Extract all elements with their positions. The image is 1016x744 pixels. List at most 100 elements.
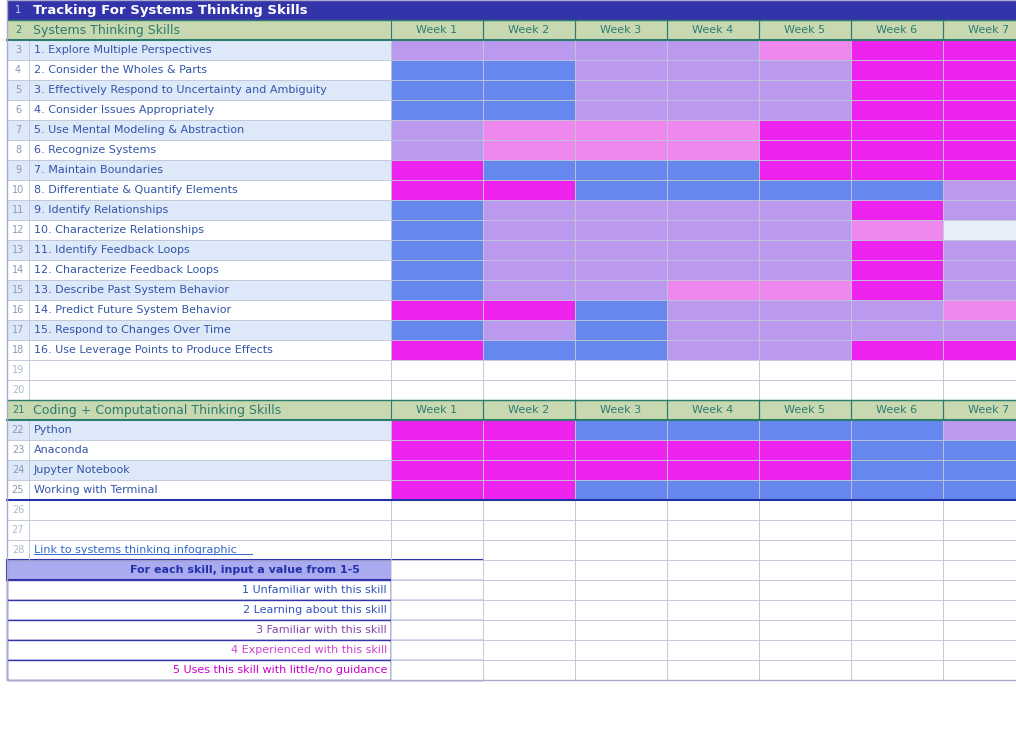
- Bar: [759, 60, 851, 80]
- Bar: [7, 20, 29, 40]
- Bar: [759, 40, 851, 60]
- Text: 17: 17: [12, 325, 24, 335]
- Bar: [575, 340, 666, 360]
- Bar: [943, 340, 1016, 360]
- Bar: [483, 620, 575, 640]
- Bar: [666, 540, 759, 560]
- Bar: [7, 320, 29, 340]
- Bar: [575, 600, 666, 620]
- Bar: [29, 120, 391, 140]
- Bar: [29, 40, 391, 60]
- Text: Tracking For Systems Thinking Skills: Tracking For Systems Thinking Skills: [33, 4, 308, 16]
- Text: 12: 12: [12, 225, 24, 235]
- Bar: [483, 140, 575, 160]
- Bar: [7, 0, 29, 20]
- Bar: [575, 640, 666, 660]
- Bar: [759, 120, 851, 140]
- Bar: [943, 360, 1016, 380]
- Bar: [759, 380, 851, 400]
- Bar: [759, 620, 851, 640]
- Bar: [575, 460, 666, 480]
- Bar: [575, 240, 666, 260]
- Bar: [851, 540, 943, 560]
- Bar: [29, 240, 391, 260]
- Bar: [851, 220, 943, 240]
- Text: 27: 27: [12, 525, 24, 535]
- Bar: [391, 240, 483, 260]
- Bar: [851, 60, 943, 80]
- Bar: [575, 180, 666, 200]
- Text: 2 Learning about this skill: 2 Learning about this skill: [243, 605, 387, 615]
- Bar: [943, 20, 1016, 40]
- Bar: [483, 240, 575, 260]
- Bar: [666, 660, 759, 680]
- Bar: [666, 40, 759, 60]
- Bar: [483, 420, 575, 440]
- Bar: [391, 20, 483, 40]
- Text: 8. Differentiate & Quantify Elements: 8. Differentiate & Quantify Elements: [34, 185, 238, 195]
- Bar: [391, 160, 483, 180]
- Bar: [759, 260, 851, 280]
- Bar: [29, 200, 391, 220]
- Bar: [391, 40, 483, 60]
- Bar: [666, 320, 759, 340]
- Bar: [391, 660, 483, 680]
- Bar: [483, 40, 575, 60]
- Bar: [391, 60, 483, 80]
- Bar: [666, 300, 759, 320]
- Text: Python: Python: [34, 425, 73, 435]
- Bar: [666, 420, 759, 440]
- Bar: [943, 500, 1016, 520]
- Bar: [759, 580, 851, 600]
- Bar: [391, 600, 483, 620]
- Bar: [851, 160, 943, 180]
- Bar: [666, 560, 759, 580]
- Bar: [943, 220, 1016, 240]
- Bar: [483, 580, 575, 600]
- Bar: [7, 540, 29, 560]
- Bar: [391, 20, 483, 40]
- Bar: [391, 300, 483, 320]
- Bar: [483, 440, 575, 460]
- Bar: [943, 300, 1016, 320]
- Bar: [29, 20, 391, 40]
- Bar: [575, 200, 666, 220]
- Bar: [943, 180, 1016, 200]
- Bar: [391, 360, 483, 380]
- Bar: [851, 260, 943, 280]
- Bar: [851, 300, 943, 320]
- Bar: [29, 100, 391, 120]
- Bar: [575, 80, 666, 100]
- Bar: [391, 200, 483, 220]
- Bar: [943, 440, 1016, 460]
- Text: 5 Uses this skill with little/no guidance: 5 Uses this skill with little/no guidanc…: [173, 665, 387, 675]
- Bar: [483, 660, 575, 680]
- Text: 21: 21: [12, 405, 24, 415]
- Bar: [7, 200, 29, 220]
- Bar: [575, 520, 666, 540]
- Bar: [575, 220, 666, 240]
- Bar: [943, 540, 1016, 560]
- Bar: [759, 480, 851, 500]
- Bar: [943, 340, 1016, 360]
- Bar: [851, 580, 943, 600]
- Bar: [666, 20, 759, 40]
- Text: 3. Effectively Respond to Uncertainty and Ambiguity: 3. Effectively Respond to Uncertainty an…: [34, 85, 327, 95]
- Bar: [759, 340, 851, 360]
- Bar: [483, 540, 575, 560]
- Bar: [29, 240, 391, 260]
- Bar: [29, 440, 391, 460]
- Bar: [666, 40, 759, 60]
- Bar: [851, 620, 943, 640]
- Bar: [391, 100, 483, 120]
- Bar: [943, 300, 1016, 320]
- Bar: [943, 480, 1016, 500]
- Bar: [851, 420, 943, 440]
- Bar: [943, 640, 1016, 660]
- Bar: [759, 180, 851, 200]
- Text: 3: 3: [15, 45, 21, 55]
- Text: Week 1: Week 1: [417, 25, 457, 35]
- Bar: [759, 400, 851, 420]
- Text: For each skill, input a value from 1-5: For each skill, input a value from 1-5: [130, 565, 360, 575]
- Text: Week 5: Week 5: [784, 405, 826, 415]
